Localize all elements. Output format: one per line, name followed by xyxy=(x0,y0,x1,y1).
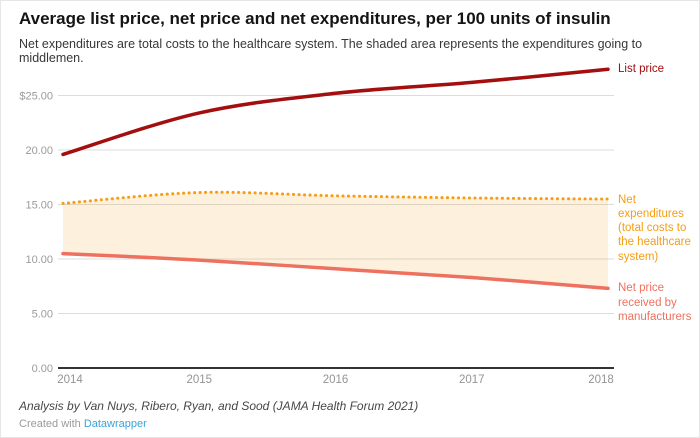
y-axis-tick-label: 10.00 xyxy=(25,254,53,266)
byline: Analysis by Van Nuys, Ribero, Ryan, and … xyxy=(19,399,419,413)
net-price-line xyxy=(61,251,610,291)
series-label-net-price: Net price received by manufacturers xyxy=(618,282,692,323)
series-label-list-price: List price xyxy=(618,62,665,75)
list-price-line xyxy=(61,67,610,157)
y-axis-tick-label: 20.00 xyxy=(25,145,53,157)
net-expenditures-dotted-line xyxy=(61,190,610,205)
y-axis-tick-label: 5.00 xyxy=(32,308,53,320)
x-axis-tick-label: 2015 xyxy=(186,374,212,386)
chart-title: Average list price, net price and net ex… xyxy=(19,9,611,28)
x-axis-tick-label: 2017 xyxy=(459,374,485,386)
series-label-net-expenditures: Net expenditures (total costs to the hea… xyxy=(618,193,691,263)
credit-prefix: Created with xyxy=(19,418,84,430)
y-axis-tick-label: $25.00 xyxy=(19,90,53,102)
middlemen-shaded-area xyxy=(63,192,608,289)
x-axis-tick-label: 2018 xyxy=(588,374,614,386)
x-axis-tick-label: 2016 xyxy=(323,374,349,386)
credit-line: Created with Datawrapper xyxy=(19,418,147,430)
chart-subtitle: Net expenditures are total costs to the … xyxy=(19,37,643,65)
y-axis-tick-label: 15.00 xyxy=(25,199,53,211)
y-axis-tick-label: 0.00 xyxy=(32,363,53,375)
x-axis-tick-label: 2014 xyxy=(57,374,83,386)
datawrapper-link[interactable]: Datawrapper xyxy=(83,418,147,430)
